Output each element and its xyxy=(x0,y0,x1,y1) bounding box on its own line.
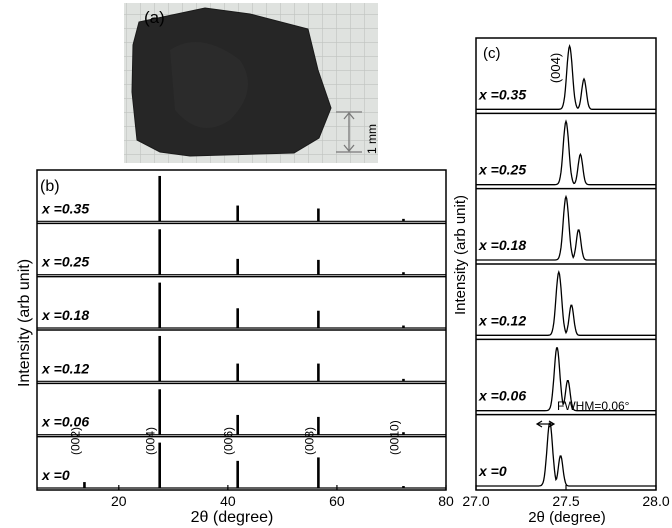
diffraction-peak xyxy=(317,416,320,435)
diffraction-peak xyxy=(317,457,320,488)
diffraction-peak xyxy=(236,414,239,435)
x-tick-label: 60 xyxy=(329,493,345,509)
diffraction-peak xyxy=(83,482,86,488)
diffraction-peak xyxy=(236,308,239,328)
peak-profile xyxy=(476,43,656,110)
peak-index-label: (008) xyxy=(302,427,316,455)
diffraction-peak xyxy=(158,282,161,328)
panel-b-x-axis-label: 2θ (degree) xyxy=(191,509,274,526)
panel-a-label: (a) xyxy=(144,8,165,27)
x-tick-label: 40 xyxy=(220,493,236,509)
x-tick-label: 28.0 xyxy=(642,493,669,509)
peak-profile xyxy=(476,269,656,336)
panel-b-y-axis-label: Intensity (arb unit) xyxy=(16,259,33,387)
diffraction-peak xyxy=(402,325,405,328)
scale-bar xyxy=(336,111,362,153)
diffraction-peak xyxy=(317,208,320,222)
peak-profile xyxy=(476,422,656,487)
x-tick-label: 20 xyxy=(111,493,127,509)
series-label: x =0.35 xyxy=(478,86,526,102)
diffraction-peak xyxy=(158,335,161,382)
series-label: x =0.25 xyxy=(41,254,89,270)
series-label: x =0.18 xyxy=(41,307,89,323)
panel-b-label: (b) xyxy=(40,178,60,195)
diffraction-peak xyxy=(402,432,405,435)
diffraction-peak xyxy=(158,229,161,275)
panel-c-x-axis-label: 2θ (degree) xyxy=(528,509,606,526)
fwhm-annotation: FWHM=0.06° xyxy=(557,399,630,413)
panel-c-label: (c) xyxy=(483,45,501,62)
series-label: x =0 xyxy=(41,467,70,483)
x-tick-label: 80 xyxy=(438,493,454,509)
x-tick-label: 27.5 xyxy=(552,493,579,509)
panel-c-peak-label: (004) xyxy=(548,53,563,83)
fwhm-arrow xyxy=(535,420,556,428)
diffraction-peak xyxy=(402,486,405,488)
peak-profile xyxy=(476,119,656,186)
peak-index-label: (0010) xyxy=(387,420,401,455)
panel-c: x =0.35 x =0.25 x =0.18 x =0.12 x =0.06 x =0 2… xyxy=(452,37,670,526)
panel-a: (a) 1 mm xyxy=(124,3,379,163)
series-label: x =0.06 xyxy=(478,388,526,404)
panel-c-plot-area: x =0.35 x =0.25 x =0.18 x =0.12 x =0.06 x =0 2… xyxy=(462,37,670,509)
scale-bar-label: 1 mm xyxy=(365,124,379,154)
series-label: x =0.12 xyxy=(478,312,526,328)
series-label: x =0.12 xyxy=(41,360,89,376)
panel-b: x =0.35 x =0.25 x =0.18 x =0.12 x =0.06 x =0 (… xyxy=(16,169,454,526)
diffraction-peak xyxy=(317,259,320,275)
peak-index-label: (004) xyxy=(144,427,158,455)
diffraction-peak xyxy=(236,363,239,382)
series-label: x =0.06 xyxy=(41,414,89,430)
diffraction-peak xyxy=(402,218,405,222)
panel-b-plot-area: x =0.35 x =0.25 x =0.18 x =0.12 x =0.06 x =0 (… xyxy=(36,169,454,509)
series-label: x =0 xyxy=(478,463,507,479)
panel-c-y-axis-label: Intensity (arb unit) xyxy=(452,195,469,315)
peak-index-label: (006) xyxy=(222,427,236,455)
diffraction-peak xyxy=(158,175,161,222)
peak-profile xyxy=(476,194,656,261)
series-label: x =0.25 xyxy=(478,162,526,178)
diffraction-peak xyxy=(158,389,161,435)
diffraction-peak xyxy=(158,442,161,488)
diffraction-peak xyxy=(317,310,320,328)
diffraction-peak xyxy=(236,258,239,275)
diffraction-peak xyxy=(317,363,320,382)
series-label: x =0.18 xyxy=(478,237,526,253)
diffraction-peak xyxy=(236,460,239,488)
diffraction-peak xyxy=(236,205,239,222)
diffraction-peak xyxy=(402,378,405,382)
peak-index-label: (002) xyxy=(68,427,82,455)
x-tick-label: 27.0 xyxy=(462,493,489,509)
series-label: x =0.35 xyxy=(41,200,89,216)
diffraction-peak xyxy=(402,272,405,275)
peak-profile xyxy=(476,347,656,412)
